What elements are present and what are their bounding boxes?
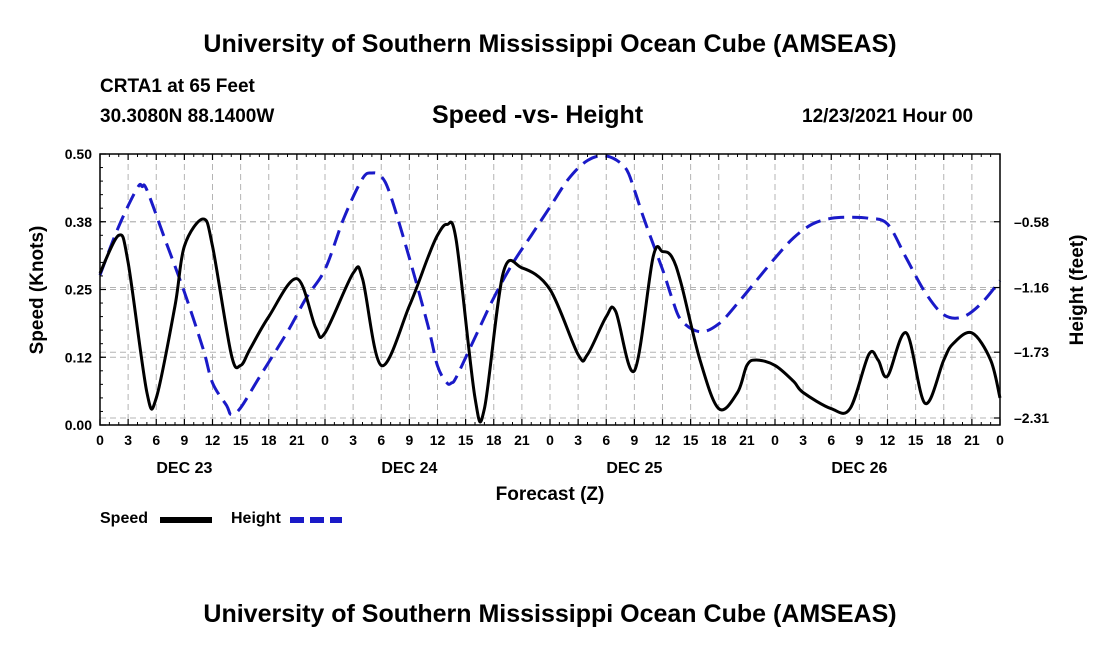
legend-speed-label: Speed — [100, 510, 149, 527]
x-tick-label: 18 — [936, 432, 952, 448]
x-tick-label: 6 — [602, 432, 610, 448]
x-tick-label: 18 — [261, 432, 277, 448]
y2-axis-label: Height (feet) — [1067, 235, 1088, 346]
x-tick-label: 9 — [405, 432, 413, 448]
x-tick-label: 15 — [908, 432, 924, 448]
y2-tick-label: –1.16 — [1014, 280, 1049, 296]
y-tick-label: 0.00 — [65, 417, 92, 433]
y2-tick-label: –0.58 — [1014, 214, 1049, 230]
x-tick-label: 3 — [574, 432, 582, 448]
legend-height-label: Height — [231, 510, 281, 527]
y-tick-label: 0.50 — [65, 146, 92, 162]
x-tick-label: 15 — [458, 432, 474, 448]
x-tick-label: 15 — [233, 432, 249, 448]
x-tick-label: 21 — [739, 432, 755, 448]
x-tick-label: 21 — [964, 432, 980, 448]
height-series-line — [98, 154, 1002, 417]
x-tick-label: 0 — [96, 432, 104, 448]
x-axis-label: Forecast (Z) — [496, 484, 605, 505]
y2-tick-label: –2.31 — [1014, 410, 1049, 426]
chart-subtitle: Speed -vs- Height — [432, 101, 644, 129]
x-tick-label: 12 — [655, 432, 671, 448]
x-tick-label: 0 — [546, 432, 554, 448]
x-tick-label: 6 — [377, 432, 385, 448]
day-label: DEC 26 — [831, 460, 887, 477]
y-tick-label: 0.12 — [65, 349, 92, 365]
series-layer — [98, 154, 1002, 424]
x-tick-label: 9 — [855, 432, 863, 448]
x-tick-label: 0 — [996, 432, 1004, 448]
day-label: DEC 24 — [381, 460, 437, 477]
y-tick-label: 0.38 — [65, 214, 92, 230]
x-tick-label: 9 — [630, 432, 638, 448]
x-tick-label: 0 — [321, 432, 329, 448]
footer-title: University of Southern Mississippi Ocean… — [203, 600, 897, 628]
day-label: DEC 23 — [156, 460, 212, 477]
x-tick-label: 18 — [486, 432, 502, 448]
x-tick-label: 12 — [430, 432, 446, 448]
x-tick-label: 9 — [180, 432, 188, 448]
y2-tick-label: –1.73 — [1014, 344, 1049, 360]
day-label: DEC 25 — [606, 460, 662, 477]
forecast-datetime: 12/23/2021 Hour 00 — [802, 106, 974, 127]
x-tick-label: 21 — [514, 432, 530, 448]
axes: 0 3 6 9 12 15 18 21 0 3 6 9 12 15 18 21 0 3 6 9 12 15 18 21 0 3 6 9… — [65, 146, 1049, 477]
x-tick-label: 15 — [683, 432, 699, 448]
station-label: CRTA1 at 65 Feet — [100, 76, 255, 97]
x-tick-label: 6 — [827, 432, 835, 448]
y-tick-label: 0.25 — [65, 282, 92, 298]
x-tick-label: 21 — [289, 432, 305, 448]
x-tick-label: 6 — [152, 432, 160, 448]
y-axis-label: Speed (Knots) — [27, 226, 48, 355]
x-tick-label: 12 — [205, 432, 221, 448]
x-tick-label: 3 — [799, 432, 807, 448]
x-tick-label: 18 — [711, 432, 727, 448]
speed-series-line — [98, 217, 1002, 424]
x-tick-label: 3 — [124, 432, 132, 448]
x-tick-label: 0 — [771, 432, 779, 448]
x-tick-label: 3 — [349, 432, 357, 448]
station-coordinates: 30.3080N 88.1400W — [100, 106, 275, 127]
chart-title: University of Southern Mississippi Ocean… — [203, 30, 897, 58]
x-tick-label: 12 — [880, 432, 896, 448]
